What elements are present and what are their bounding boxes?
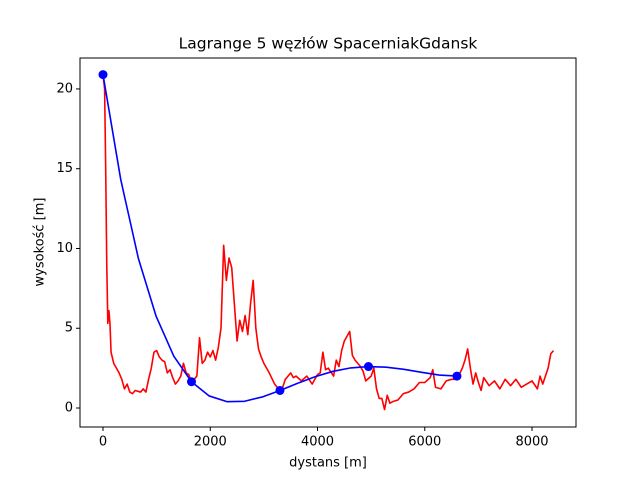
y-tick-label: 5 [65,321,73,336]
y-tick-label: 20 [56,81,73,96]
x-tick-label: 8000 [515,435,548,450]
x-tick-label: 6000 [408,435,441,450]
data-line [102,74,555,411]
node-marker [452,371,462,381]
plot-area [98,70,555,411]
axes-frame [79,57,577,428]
x-tick-label: 4000 [301,435,334,450]
y-tick-label: 10 [56,241,73,256]
x-tick-label: 0 [99,435,107,450]
y-axis-label: wysokość [m] [33,198,48,287]
chart-title: Lagrange 5 węzłów SpacerniakGdansk [179,35,478,53]
y-tick-label: 15 [56,161,73,176]
node-marker [275,385,285,395]
node-marker [98,70,108,80]
x-axis-label: dystans [m] [289,456,367,471]
x-tick-label: 2000 [194,435,227,450]
y-tick-label: 0 [65,401,73,416]
node-marker [363,362,373,372]
node-marker [186,377,196,387]
